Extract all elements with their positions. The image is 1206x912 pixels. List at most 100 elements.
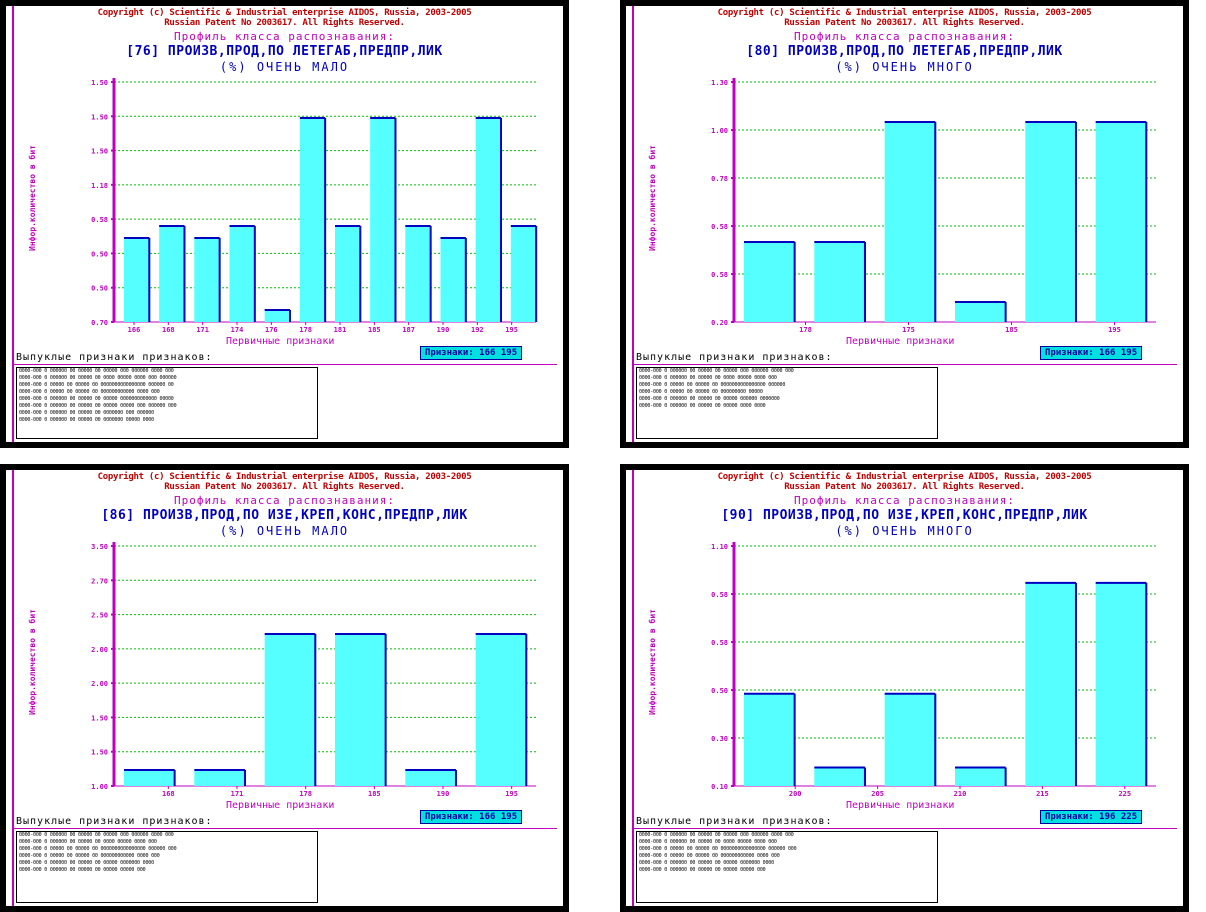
bar-chart: 0.70 0.50 0.50 0.58 1.18 1.50 1.50 1.50 166 168 17… [91, 78, 538, 334]
feature-row: 0000-000 0 000000 00 00000 00 00000 0000… [639, 867, 766, 873]
copyright-line: Copyright (c) Scientific & Industrial en… [717, 472, 1092, 482]
feature-row: 0000-000 0 000000 00 00000 00 00000 000 … [19, 832, 174, 838]
bar [370, 118, 396, 322]
bar [510, 226, 537, 322]
bar [405, 770, 456, 786]
y-tick-label: 0.50 [91, 250, 108, 258]
bar [440, 238, 466, 322]
x-tick-label: 174 [231, 326, 244, 334]
copyright-line: Russian Patent No 2003617. All Rights Re… [784, 482, 1025, 492]
x-tick-label: 181 [334, 326, 347, 334]
class-subtitle: [86] ПРОИЗВ,ПРОД,ПО ИЗЕ,КРЕП,КОНС,ПРЕДПР… [101, 508, 468, 523]
class-gradation: (%) ОЧЕНЬ МНОГО [835, 60, 974, 74]
panel-canvas: Copyright (c) Scientific & Industrial en… [626, 470, 1183, 906]
bar [335, 226, 361, 322]
chart-panel: Copyright (c) Scientific & Industrial en… [0, 464, 569, 912]
x-tick-label: 176 [265, 326, 278, 334]
x-tick-label: 225 [1118, 790, 1131, 798]
y-tick-label: 1.50 [91, 148, 108, 156]
chart-panel: Copyright (c) Scientific & Industrial en… [620, 0, 1189, 448]
x-tick-label: 200 [789, 790, 802, 798]
bar [124, 238, 150, 322]
bar [405, 226, 431, 322]
bar [1095, 582, 1147, 786]
x-axis-label: Первичные признаки [226, 336, 335, 347]
x-tick-label: 195 [1108, 326, 1121, 334]
feature-row: 0000-000 0 00000 00 00000 00 00000000000… [639, 382, 786, 388]
values-section-label: Выпуклые признаки признаков: [636, 816, 833, 827]
y-tick-label: 1.30 [711, 79, 728, 87]
feature-row: 0000-000 0 00000 00 00000 00 00000000000… [639, 853, 780, 859]
feature-row: 0000-000 0 000000 00 00000 00 0000 00000… [639, 375, 777, 381]
profile-title: Профиль класса распознавания: [173, 30, 396, 43]
y-tick-label: 0.20 [711, 319, 728, 327]
bar [955, 767, 1006, 786]
feature-row: 0000-000 0 000000 00 00000 00 0000 00000… [19, 839, 157, 845]
bar [264, 634, 316, 786]
bar [955, 302, 1006, 322]
copyright-line: Russian Patent No 2003617. All Rights Re… [164, 482, 405, 492]
range-badge: Признаки: 166 195 [420, 810, 523, 824]
x-tick-label: 205 [871, 790, 884, 798]
y-tick-label: 3.50 [91, 543, 108, 551]
x-axis-label: Первичные признаки [846, 800, 955, 811]
x-tick-label: 175 [902, 326, 915, 334]
feature-row: 0000-000 0 000000 00 00000 00 00000 0000… [19, 860, 154, 866]
separator [632, 828, 1177, 829]
bar [335, 634, 386, 786]
x-tick-label: 185 [368, 790, 381, 798]
chart-panel: Copyright (c) Scientific & Industrial en… [0, 0, 569, 448]
x-tick-label: 178 [799, 326, 812, 334]
panel-canvas: Copyright (c) Scientific & Industrial en… [6, 470, 563, 906]
bar [264, 310, 290, 322]
copyright-line: Russian Patent No 2003617. All Rights Re… [784, 18, 1025, 28]
x-tick-label: 171 [231, 790, 244, 798]
separator [12, 828, 557, 829]
y-tick-label: 2.50 [91, 612, 108, 620]
x-tick-label: 185 [368, 326, 381, 334]
bar [1025, 582, 1076, 786]
x-tick-label: 166 [128, 326, 141, 334]
bar [475, 634, 527, 786]
y-axis-label: Инфор.количество в бит [648, 609, 657, 715]
profile-title: Профиль класса распознавания: [793, 494, 1016, 507]
y-tick-label: 1.00 [91, 783, 108, 791]
feature-list: 0000-000 0 000000 00 00000 00 00000 000 … [636, 831, 938, 903]
bar-chart: 0.10 0.30 0.50 0.58 0.58 1.10 200 205 210 215 225 [711, 542, 1156, 798]
y-tick-label: 0.58 [91, 216, 108, 224]
class-gradation: (%) ОЧЕНЬ МАЛО [219, 60, 350, 74]
y-tick-label: 1.50 [91, 79, 108, 87]
copyright-notice: Copyright (c) Scientific & Industrial en… [6, 8, 563, 28]
y-tick-label: 0.10 [711, 783, 728, 791]
x-tick-label: 190 [437, 326, 450, 334]
values-section-label: Выпуклые признаки признаков: [636, 352, 833, 363]
bar [229, 226, 255, 322]
values-section-label: Выпуклые признаки признаков: [16, 816, 213, 827]
feature-row: 0000-000 0 000000 00 00000 00 0000000 00… [19, 410, 154, 416]
copyright-line: Copyright (c) Scientific & Industrial en… [97, 8, 472, 18]
x-tick-label: 192 [471, 326, 484, 334]
feature-row: 0000-000 0 000000 00 00000 00 00000 000 … [19, 368, 174, 374]
x-tick-label: 171 [196, 326, 209, 334]
y-tick-label: 1.50 [91, 714, 108, 722]
feature-row: 0000-000 0 000000 00 00000 00 00000 000 … [639, 832, 794, 838]
profile-title: Профиль класса распознавания: [173, 494, 396, 507]
y-tick-label: 2.00 [91, 646, 108, 654]
y-tick-label: 1.50 [91, 749, 108, 757]
y-tick-label: 0.58 [711, 591, 728, 599]
y-tick-label: 0.58 [711, 271, 728, 279]
class-subtitle: [90] ПРОИЗВ,ПРОД,ПО ИЗЕ,КРЕП,КОНС,ПРЕДПР… [721, 508, 1088, 523]
x-tick-label: 210 [954, 790, 967, 798]
bar [884, 122, 936, 322]
y-tick-label: 1.00 [711, 127, 728, 135]
bar [884, 693, 936, 786]
x-tick-label: 178 [299, 790, 312, 798]
feature-row: 0000-000 0 000000 00 00000 00 00000 0000… [639, 396, 780, 402]
bar-chart: 1.00 1.50 1.50 2.00 2.00 2.50 2.70 3.50 168 171 17… [91, 542, 536, 798]
feature-list: 0000-000 0 000000 00 00000 00 00000 000 … [636, 367, 938, 439]
y-tick-label: 0.58 [711, 223, 728, 231]
copyright-line: Copyright (c) Scientific & Industrial en… [717, 8, 1092, 18]
feature-list: 0000-000 0 000000 00 00000 00 00000 000 … [16, 831, 318, 903]
x-tick-label: 187 [402, 326, 415, 334]
x-axis-label: Первичные признаки [846, 336, 955, 347]
